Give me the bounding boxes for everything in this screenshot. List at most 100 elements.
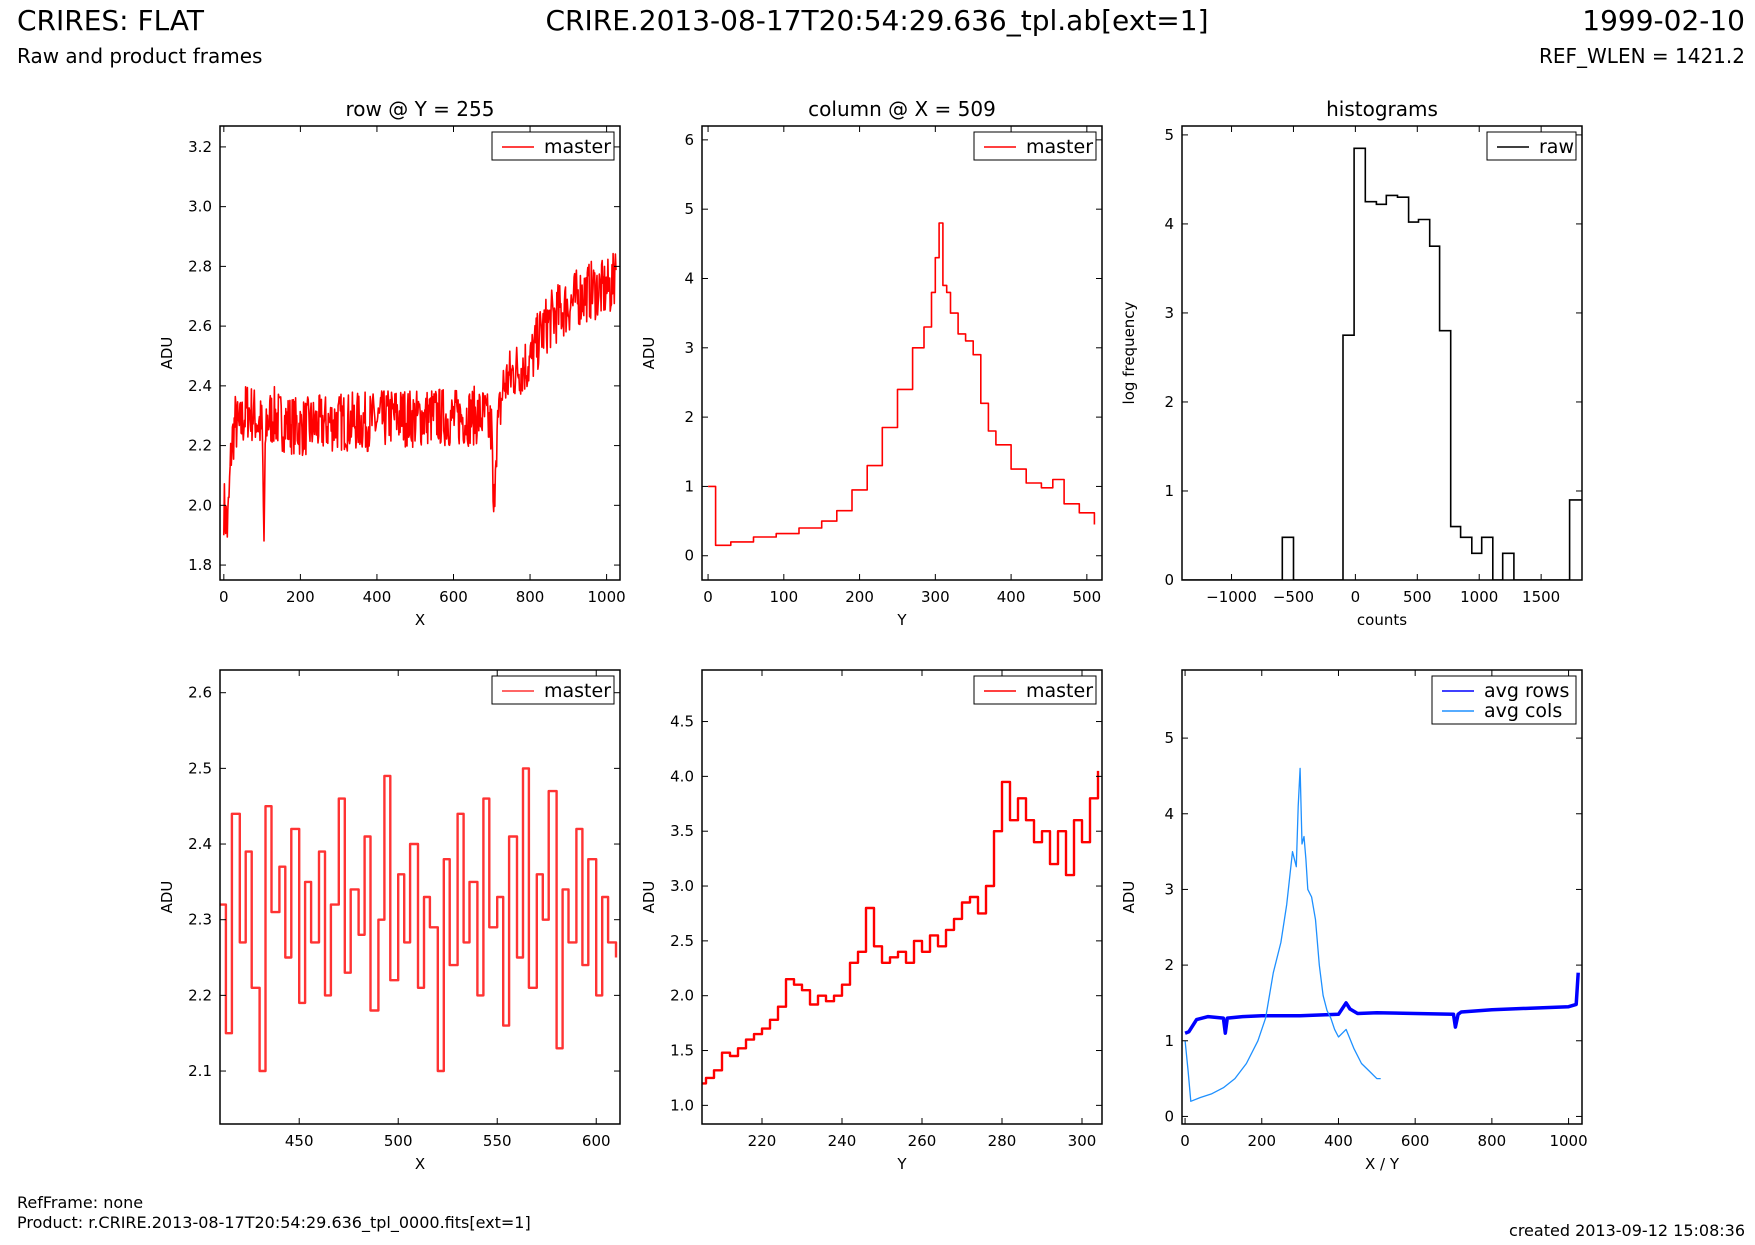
y-tick-label: 2 [1164,956,1174,974]
legend: master [973,131,1097,161]
x-tick-label: 280 [988,1132,1017,1150]
x-tick-label: 220 [748,1132,777,1150]
y-tick-label: 2.6 [188,317,212,335]
legend-label: master [1026,136,1093,158]
x-tick-label: 0 [219,588,229,606]
y-tick-label: 2.5 [670,932,694,950]
y-tick-label: 1.8 [188,556,212,574]
header-subtitle: Raw and product frames [17,44,263,68]
histogram-raw [1182,147,1582,580]
y-tick-label: 2.2 [188,986,212,1004]
x-tick-label: 400 [997,588,1026,606]
x-axis-label: X [415,611,425,629]
chart-histogram: −1000 −500 0 500 1000 1500 0 1 2 3 4 5 histograms cou… [1120,97,1583,629]
chart-row-zoom: 450 500 550 600 2.1 2.2 2.3 2.4 2.5 2.6 X ADU master [158,669,621,1173]
legend: master [491,131,615,161]
y-tick-label: 5 [1164,729,1174,747]
y-tick-label: 5 [684,200,694,218]
y-tick-label: 5 [1164,126,1174,144]
y-axis-label: ADU [158,337,176,370]
x-tick-label: 400 [1324,1132,1353,1150]
y-tick-label: 3 [1164,304,1174,322]
x-tick-label: 400 [363,588,392,606]
plot-area [220,767,618,1073]
y-tick-label: 1.0 [670,1096,694,1114]
axes-frame [219,669,621,1125]
legend: master [973,675,1097,705]
plot-area [1182,147,1582,580]
y-tick-label: 2.2 [188,437,212,455]
legend-box [973,131,1097,161]
header-title: CRIRES: FLAT [17,4,204,37]
chart-title: histograms [1326,97,1438,121]
axes-frame [701,669,1103,1125]
x-tick-label: 300 [1068,1132,1097,1150]
plot-area [708,222,1096,547]
y-axis-label: ADU [640,337,658,370]
x-axis-label: counts [1357,611,1407,629]
series-master [223,252,617,542]
y-tick-label: 4.5 [670,713,694,731]
y-axis-label: ADU [640,881,658,914]
chart-row: 0 200 400 600 800 1000 1.8 2.0 2.2 2.4 2.6 2.8 3.0 3.… [158,97,626,629]
legend-box [491,675,615,705]
x-tick-label: 800 [1478,1132,1507,1150]
x-tick-label: −500 [1273,588,1314,606]
x-tick-label: 1000 [1460,588,1498,606]
x-axis-label: X [415,1155,425,1173]
y-tick-label: 1 [684,477,694,495]
series-master [708,222,1096,547]
y-tick-label: 2.8 [188,257,212,275]
plot-area [702,770,1100,1085]
header-frame-name: CRIRE.2013-08-17T20:54:29.636_tpl.ab[ext… [545,4,1209,37]
y-axis-label: ADU [158,881,176,914]
x-tick-label: 500 [384,1132,413,1150]
chart-column-zoom: 220 240 260 280 300 1.0 1.5 2.0 2.5 3.0 3.5 4.0 4.5 Y… [640,669,1103,1173]
x-tick-label: 200 [845,588,874,606]
y-tick-label: 0 [684,547,694,565]
y-tick-label: 0 [1164,1107,1174,1125]
legend: master [491,675,615,705]
y-tick-label: 4.0 [670,767,694,785]
x-tick-label: −1000 [1206,588,1257,606]
x-tick-label: 600 [1401,1132,1430,1150]
y-tick-label: 3.5 [670,822,694,840]
legend-label: master [1026,680,1093,702]
x-tick-label: 450 [285,1132,314,1150]
y-axis-label: log frequency [1120,301,1138,404]
y-tick-label: 1 [1164,482,1174,500]
x-tick-label: 1500 [1522,588,1560,606]
series-avg-cols [1184,767,1381,1102]
x-tick-label: 240 [828,1132,857,1150]
chart-averages: 0 200 400 600 800 1000 0 1 2 3 4 5 X / Y ADU avg rowsa… [1120,669,1588,1173]
footer-created: created 2013-09-12 15:08:36 [1509,1221,1745,1240]
plot-area [223,252,617,542]
axes-frame [701,125,1103,581]
x-axis-label: Y [896,1155,907,1173]
axes-frame [219,125,621,581]
chart-title: row @ Y = 255 [346,97,495,121]
y-tick-label: 2.3 [188,911,212,929]
x-tick-label: 100 [769,588,798,606]
legend-label: raw [1539,136,1574,158]
x-tick-label: 550 [483,1132,512,1150]
footer-refframe: RefFrame: none [17,1193,144,1212]
y-tick-label: 3.0 [188,198,212,216]
x-tick-label: 200 [1247,1132,1276,1150]
x-tick-label: 0 [703,588,713,606]
y-axis-label: ADU [1120,881,1138,914]
y-tick-label: 2.4 [188,835,212,853]
x-tick-label: 500 [1073,588,1102,606]
chart-title: column @ X = 509 [808,97,996,121]
y-tick-label: 4 [684,269,694,287]
y-tick-label: 3 [1164,880,1174,898]
legend-label: avg rows [1484,680,1569,702]
legend-label: master [544,680,611,702]
x-tick-label: 0 [1351,588,1361,606]
footer-product: Product: r.CRIRE.2013-08-17T20:54:29.636… [17,1213,531,1232]
y-tick-label: 2 [1164,393,1174,411]
x-tick-label: 0 [1180,1132,1190,1150]
legend-box [973,675,1097,705]
